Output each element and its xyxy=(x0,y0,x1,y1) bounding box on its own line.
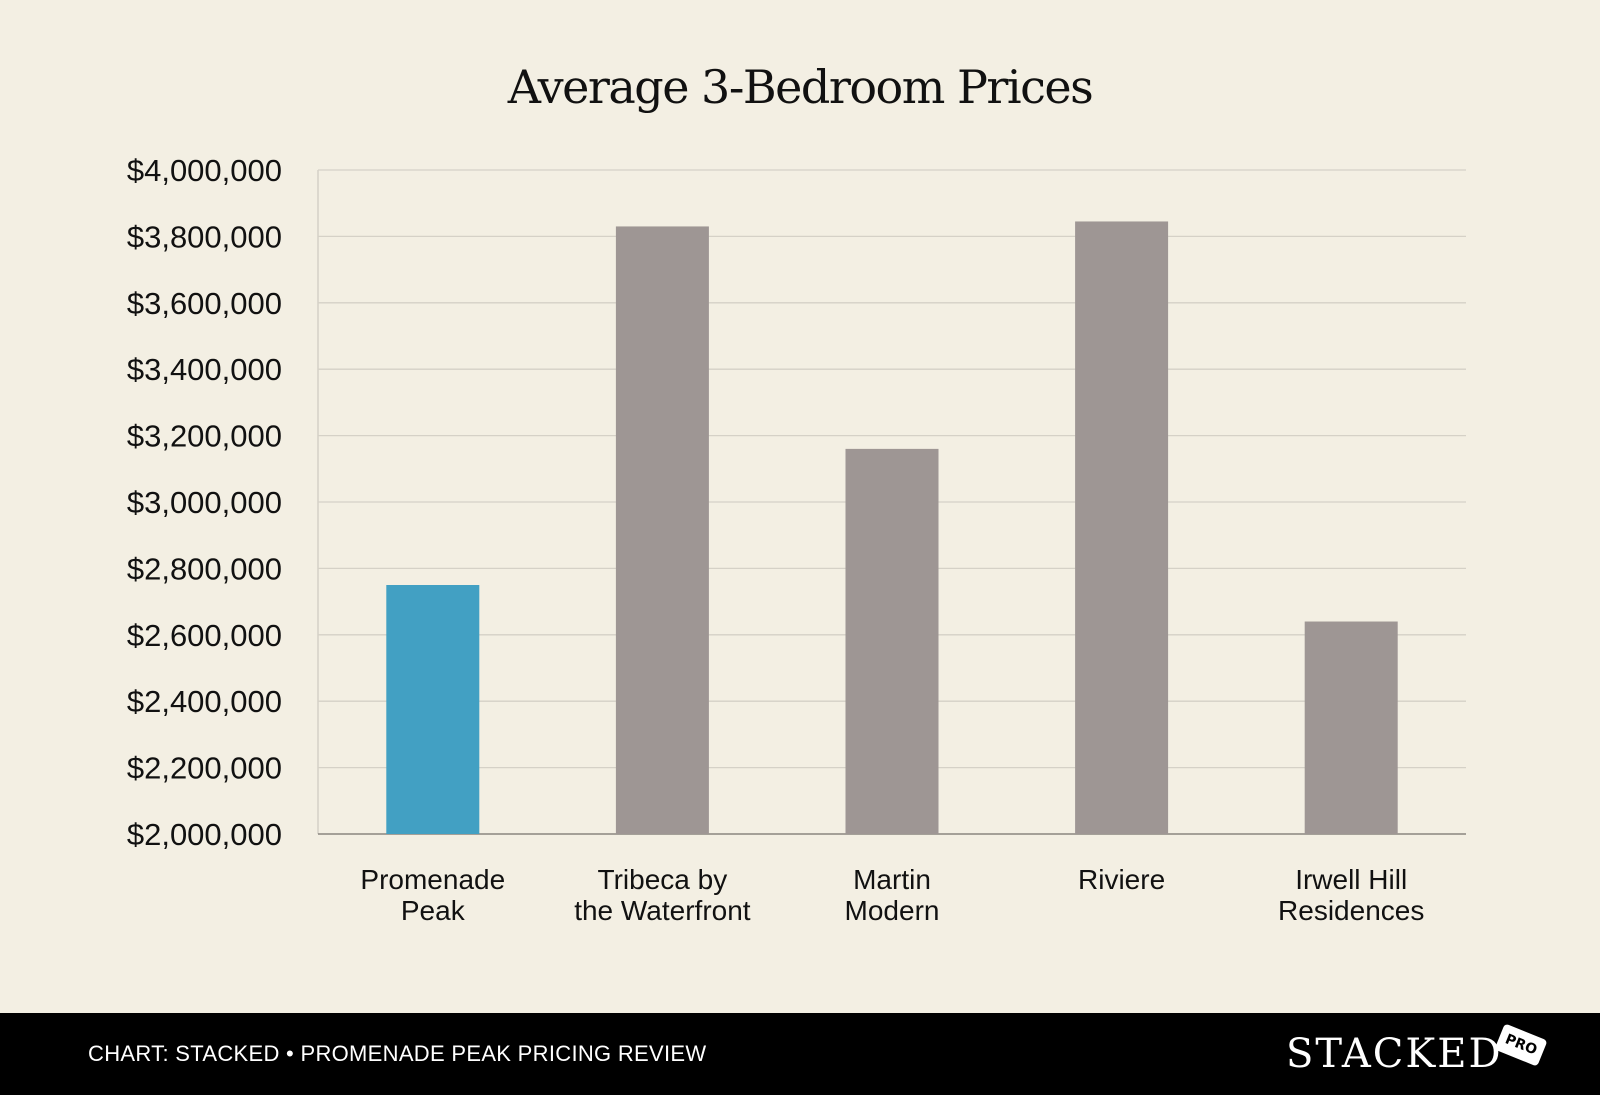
y-tick-label: $2,400,000 xyxy=(127,684,282,719)
chart-title: Average 3-Bedroom Prices xyxy=(507,60,1092,114)
x-category-label: Irwell Hill Residences xyxy=(1278,864,1424,926)
x-category-label: Tribeca by the Waterfront xyxy=(574,864,751,926)
bar-chart: Average 3-Bedroom Prices $2,000,000 $2,20… xyxy=(127,60,1466,926)
y-tick-label: $3,600,000 xyxy=(127,286,282,321)
x-category-label-line: Residences xyxy=(1278,895,1424,926)
y-tick-label: $2,200,000 xyxy=(127,751,282,786)
x-category-label-line: Promenade xyxy=(360,864,505,895)
x-category-label-line: Martin xyxy=(853,864,931,895)
bar xyxy=(845,448,939,834)
y-tick-label: $2,600,000 xyxy=(127,618,282,653)
bar xyxy=(386,585,480,834)
y-tick-label: $3,000,000 xyxy=(127,485,282,520)
bar xyxy=(1304,621,1398,834)
x-category-label-line: Modern xyxy=(845,895,940,926)
y-tick-label: $4,000,000 xyxy=(127,153,282,188)
x-category-label-line: the Waterfront xyxy=(574,895,751,926)
x-category-label: Promenade Peak xyxy=(360,864,505,926)
x-category-label-line: Riviere xyxy=(1078,864,1165,895)
x-category-label: Riviere xyxy=(1078,864,1165,895)
x-category-label: Martin Modern xyxy=(845,864,940,926)
y-tick-label: $3,200,000 xyxy=(127,419,282,454)
bar xyxy=(1075,221,1169,834)
bars xyxy=(386,221,1398,834)
y-tick-labels: $2,000,000 $2,200,000 $2,400,000 $2,600,000… xyxy=(127,153,282,852)
footer-bar: CHART: STACKED • PROMENADE PEAK PRICING … xyxy=(0,1013,1600,1095)
chart-area: Average 3-Bedroom Prices $2,000,000 $2,20… xyxy=(126,60,1466,926)
stacked-pro-logo[interactable]: STACKED PRO xyxy=(1286,1023,1556,1085)
y-tick-label: $2,000,000 xyxy=(127,817,282,852)
bar xyxy=(615,226,709,834)
footer-caption: CHART: STACKED • PROMENADE PEAK PRICING … xyxy=(88,1041,707,1066)
y-tick-label: $2,800,000 xyxy=(127,551,282,586)
y-tick-label: $3,800,000 xyxy=(127,219,282,254)
x-category-label-line: Irwell Hill xyxy=(1295,864,1407,895)
brand-wordmark: STACKED xyxy=(1286,1031,1503,1077)
y-tick-label: $3,400,000 xyxy=(127,352,282,387)
x-category-label-line: Peak xyxy=(401,895,466,926)
x-category-label-line: Tribeca by xyxy=(598,864,728,895)
x-category-labels: Promenade Peak Tribeca by the Waterfront Mar… xyxy=(360,864,1424,926)
